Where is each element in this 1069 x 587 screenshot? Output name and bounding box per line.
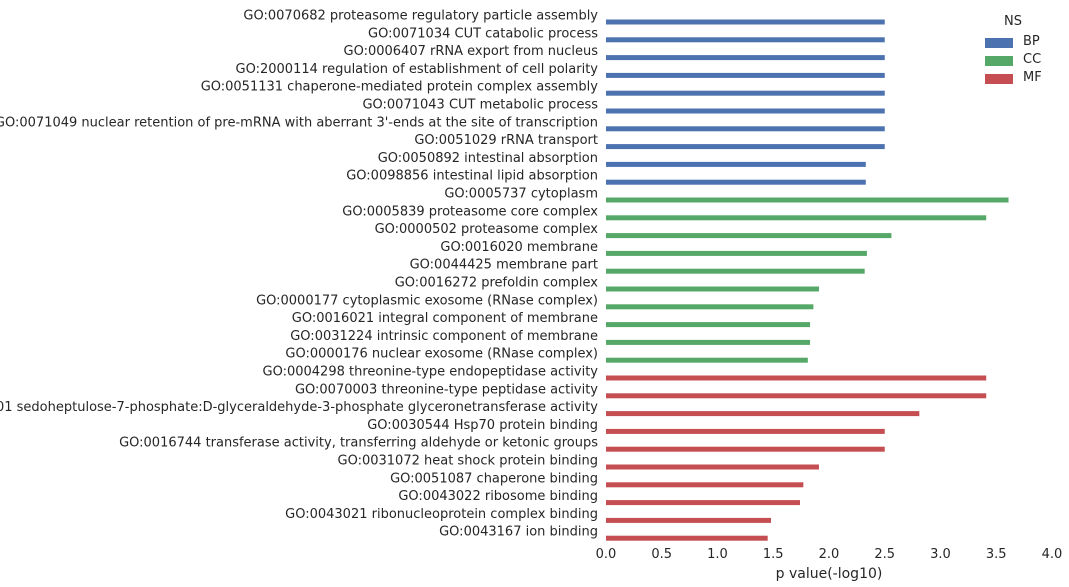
bar-cc-11 bbox=[606, 215, 987, 221]
bar-cc-15 bbox=[606, 286, 819, 292]
bar-cc-18 bbox=[606, 339, 811, 345]
category-label: GO:0031072 heat shock protein binding bbox=[338, 454, 599, 469]
bars-group bbox=[606, 19, 1009, 541]
category-label: GO:0071043 CUT metabolic process bbox=[362, 98, 598, 113]
bar-bp-7 bbox=[606, 144, 885, 150]
x-tick-label: 0.5 bbox=[651, 547, 672, 562]
category-label: GO:0016021 integral component of membran… bbox=[292, 311, 598, 326]
bar-bp-8 bbox=[606, 161, 866, 167]
bar-mf-21 bbox=[606, 393, 987, 399]
bar-cc-13 bbox=[606, 250, 867, 256]
bar-bp-5 bbox=[606, 108, 885, 114]
category-label: GO:0071034 CUT catabolic process bbox=[368, 26, 598, 41]
legend-title: NS bbox=[1004, 14, 1022, 29]
legend-item-cc: CC bbox=[985, 52, 1065, 70]
x-tick-label: 1.5 bbox=[763, 547, 784, 562]
legend-swatch-cc bbox=[985, 56, 1013, 66]
category-label: GO:2000114 regulation of establishment o… bbox=[236, 62, 599, 77]
bar-bp-0 bbox=[606, 19, 885, 25]
category-label: GO:0016272 prefoldin complex bbox=[395, 276, 599, 291]
legend-label-bp: BP bbox=[1023, 34, 1040, 49]
bar-mf-24 bbox=[606, 446, 885, 452]
bar-mf-28 bbox=[606, 517, 772, 523]
legend-label-mf: MF bbox=[1023, 70, 1042, 85]
bar-bp-4 bbox=[606, 90, 885, 96]
bar-cc-17 bbox=[606, 322, 811, 328]
bar-mf-20 bbox=[606, 375, 987, 381]
category-label: GO:0000176 nuclear exosome (RNase comple… bbox=[285, 347, 598, 362]
legend-item-mf: MF bbox=[985, 70, 1065, 88]
x-tick-label: 2.0 bbox=[819, 547, 840, 562]
category-label: GO:0071049 nuclear retention of pre-mRNA… bbox=[0, 115, 598, 130]
bar-bp-2 bbox=[606, 55, 885, 61]
category-label: GO:0043022 ribosome binding bbox=[398, 489, 598, 504]
category-label: GO:0004298 threonine-type endopeptidase … bbox=[263, 365, 599, 380]
category-label: GO:0098856 intestinal lipid absorption bbox=[346, 169, 598, 184]
legend-swatch-bp bbox=[985, 38, 1013, 48]
bar-cc-14 bbox=[606, 268, 865, 274]
category-label: GO:0004801 sedoheptulose-7-phosphate:D-g… bbox=[0, 400, 598, 415]
x-axis-label: p value(-log10) bbox=[776, 566, 883, 582]
bar-mf-27 bbox=[606, 500, 801, 506]
legend-item-bp: BP bbox=[985, 34, 1065, 52]
category-label: GO:0000502 proteasome complex bbox=[375, 222, 599, 237]
bar-cc-10 bbox=[606, 197, 1009, 203]
bar-bp-6 bbox=[606, 126, 885, 132]
bar-bp-3 bbox=[606, 72, 885, 78]
category-label: GO:0044425 membrane part bbox=[410, 258, 598, 273]
category-label: GO:0005737 cytoplasm bbox=[444, 187, 598, 202]
x-tick-label: 4.0 bbox=[1042, 547, 1063, 562]
bar-bp-9 bbox=[606, 179, 866, 185]
category-label: GO:0043167 ion binding bbox=[439, 525, 598, 540]
x-tick-label: 2.5 bbox=[874, 547, 895, 562]
category-label: GO:0043021 ribonucleoprotein complex bin… bbox=[285, 507, 598, 522]
x-tick-label: 3.5 bbox=[986, 547, 1007, 562]
category-label: GO:0070682 proteasome regulatory particl… bbox=[243, 9, 598, 24]
category-label: GO:0050892 intestinal absorption bbox=[378, 151, 598, 166]
category-label: GO:0051029 rRNA transport bbox=[414, 133, 598, 148]
category-labels-group: GO:0070682 proteasome regulatory particl… bbox=[0, 9, 598, 540]
category-label: GO:0000177 cytoplasmic exosome (RNase co… bbox=[256, 293, 598, 308]
x-tick-label: 0.0 bbox=[596, 547, 617, 562]
x-tick-labels-group: 0.0 0.5 1.0 1.5 2.0 2.5 3.0 3.5 4.0 bbox=[596, 547, 1063, 562]
category-label: GO:0051131 chaperone-mediated protein co… bbox=[201, 80, 599, 95]
category-label: GO:0030544 Hsp70 protein binding bbox=[367, 418, 598, 433]
bar-cc-19 bbox=[606, 357, 808, 363]
bar-mf-29 bbox=[606, 535, 768, 541]
x-tick-label: 3.0 bbox=[930, 547, 951, 562]
x-tick-label: 1.0 bbox=[707, 547, 728, 562]
category-label: GO:0005839 proteasome core complex bbox=[342, 204, 598, 219]
category-label: GO:0006407 rRNA export from nucleus bbox=[344, 44, 599, 59]
legend-label-cc: CC bbox=[1023, 52, 1042, 67]
bar-cc-16 bbox=[606, 304, 814, 310]
category-label: GO:0070003 threonine-type peptidase acti… bbox=[295, 382, 598, 397]
category-label: GO:0016744 transferase activity, transfe… bbox=[119, 436, 598, 451]
bar-cc-12 bbox=[606, 233, 892, 239]
category-label: GO:0016020 membrane bbox=[440, 240, 598, 255]
bar-mf-23 bbox=[606, 428, 885, 434]
legend-swatch-mf bbox=[985, 74, 1013, 84]
bar-bp-1 bbox=[606, 37, 885, 43]
category-label: GO:0031224 intrinsic component of membra… bbox=[290, 329, 598, 344]
bar-mf-26 bbox=[606, 482, 804, 488]
bar-mf-22 bbox=[606, 411, 920, 417]
bar-mf-25 bbox=[606, 464, 819, 470]
category-label: GO:0051087 chaperone binding bbox=[390, 471, 598, 486]
